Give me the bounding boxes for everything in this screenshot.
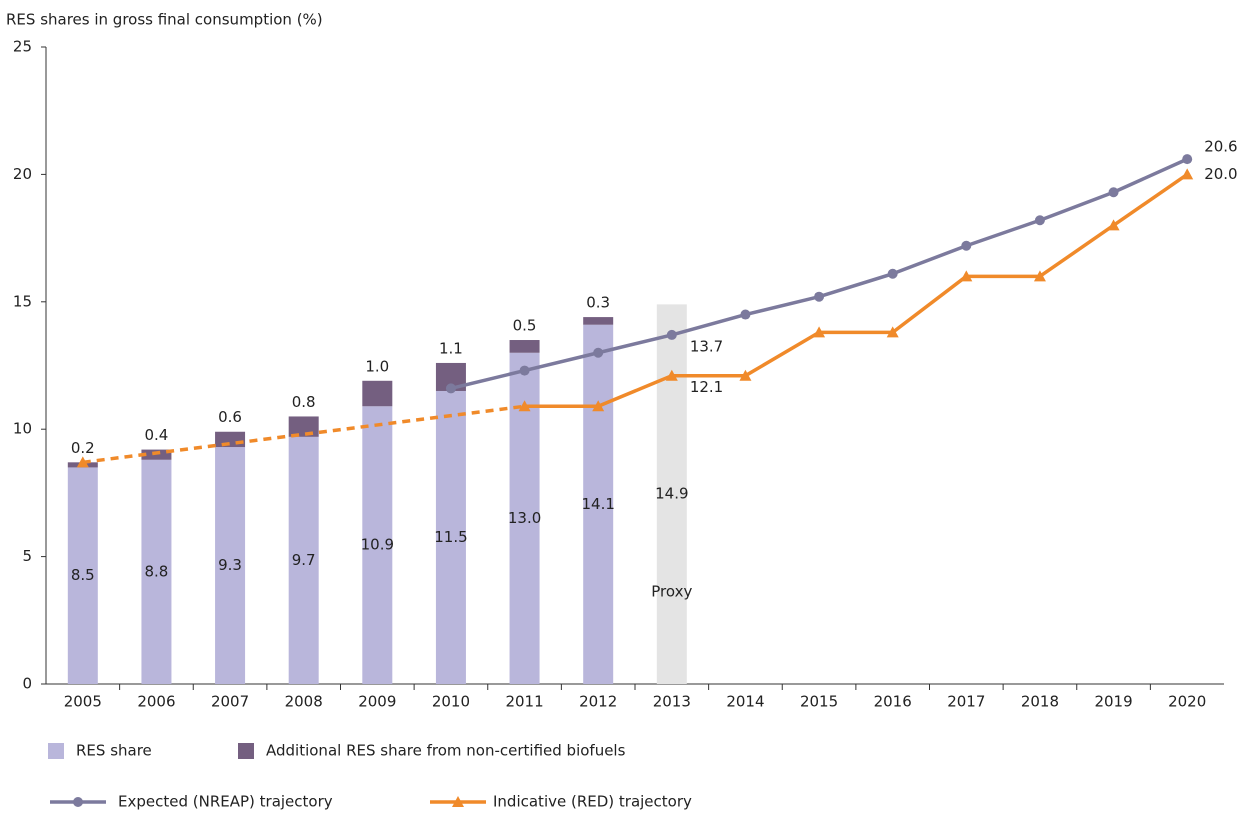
legend-label: Expected (NREAP) trajectory <box>118 793 333 811</box>
y-tick-label: 0 <box>22 675 32 693</box>
line-marker <box>666 329 677 340</box>
line-marker <box>592 400 605 412</box>
bar-value-label: 9.3 <box>218 556 242 574</box>
bar-value-label: 0.5 <box>513 317 537 335</box>
line-marker <box>1181 168 1194 180</box>
line-marker <box>1182 154 1193 165</box>
y-tick-label: 5 <box>22 547 32 565</box>
y-tick-label: 20 <box>13 165 32 183</box>
bar-value-label: 8.5 <box>71 566 95 584</box>
line-value-label: 13.7 <box>690 337 723 355</box>
x-tick-label: 2013 <box>653 693 691 711</box>
line-marker <box>886 326 899 338</box>
legend-marker <box>73 797 83 807</box>
x-tick-label: 2010 <box>432 693 470 711</box>
proxy-label: Proxy <box>651 583 692 601</box>
line-marker <box>960 270 973 282</box>
bar <box>288 436 319 684</box>
line-marker <box>1107 219 1120 231</box>
proxy-bar <box>656 304 687 684</box>
bar-value-label: 8.8 <box>145 562 169 580</box>
legend-label: Additional RES share from non-certified … <box>266 742 626 760</box>
bar <box>509 340 540 353</box>
proxy-value-label: 14.9 <box>655 485 688 503</box>
bar <box>67 467 98 684</box>
bar <box>362 406 393 684</box>
line-marker <box>1033 270 1046 282</box>
y-tick-label: 25 <box>13 38 32 56</box>
x-tick-label: 2005 <box>64 693 102 711</box>
bar <box>583 317 614 325</box>
x-tick-label: 2012 <box>579 693 617 711</box>
line-marker <box>1108 187 1119 198</box>
bar-value-label: 1.0 <box>365 357 389 375</box>
legend-label: Indicative (RED) trajectory <box>493 793 692 811</box>
legend-marker <box>452 796 464 807</box>
legend-swatch <box>48 743 64 759</box>
line-marker <box>887 268 898 279</box>
x-tick-label: 2020 <box>1168 693 1206 711</box>
x-tick-label: 2015 <box>800 693 838 711</box>
x-tick-label: 2017 <box>947 693 985 711</box>
bar <box>141 459 172 684</box>
bar-value-label: 10.9 <box>361 536 394 554</box>
legend-swatch <box>238 743 254 759</box>
line-marker <box>961 240 972 251</box>
line-gap-bridge <box>82 404 525 465</box>
line-marker <box>739 369 752 381</box>
x-tick-label: 2016 <box>874 693 912 711</box>
bar-value-label: 0.8 <box>292 393 316 411</box>
bar-value-label: 0.2 <box>71 439 95 457</box>
y-tick-label: 10 <box>13 420 32 438</box>
x-tick-label: 2009 <box>358 693 396 711</box>
bar-value-label: 0.3 <box>586 294 610 312</box>
trajectory-line <box>450 157 1188 391</box>
line-value-label: 20.0 <box>1204 165 1237 183</box>
bar-value-label: 13.0 <box>508 509 541 527</box>
bar-value-label: 14.1 <box>581 495 614 513</box>
trajectory-line <box>524 172 1189 409</box>
bar <box>288 416 319 437</box>
line-marker <box>1034 215 1045 226</box>
x-tick-label: 2007 <box>211 693 249 711</box>
y-axis-title: RES shares in gross final consumption (%… <box>6 11 323 29</box>
line-value-label: 20.6 <box>1204 138 1237 156</box>
bar-value-label: 0.6 <box>218 408 242 426</box>
bar <box>215 447 246 684</box>
line-marker <box>519 365 530 376</box>
y-tick-label: 15 <box>13 292 32 310</box>
bar <box>215 431 246 448</box>
x-tick-label: 2019 <box>1094 693 1132 711</box>
line-value-label: 12.1 <box>690 378 723 396</box>
line-marker <box>445 383 456 394</box>
line-marker <box>813 326 826 338</box>
x-tick-label: 2008 <box>285 693 323 711</box>
bar <box>362 380 393 407</box>
line-marker <box>593 347 604 358</box>
line-marker <box>740 309 751 320</box>
bar <box>435 390 466 684</box>
line-marker <box>76 456 89 468</box>
bar-value-label: 0.4 <box>145 426 169 444</box>
line-marker <box>518 400 531 412</box>
bar <box>583 324 614 684</box>
x-tick-label: 2011 <box>505 693 543 711</box>
bar-value-label: 1.1 <box>439 339 463 357</box>
bar-value-label: 11.5 <box>434 528 467 546</box>
line-marker <box>814 291 825 302</box>
legend-label: RES share <box>76 742 152 760</box>
x-tick-label: 2014 <box>726 693 764 711</box>
bar-value-label: 9.7 <box>292 551 316 569</box>
line-marker <box>665 369 678 381</box>
x-tick-label: 2018 <box>1021 693 1059 711</box>
x-tick-label: 2006 <box>137 693 175 711</box>
